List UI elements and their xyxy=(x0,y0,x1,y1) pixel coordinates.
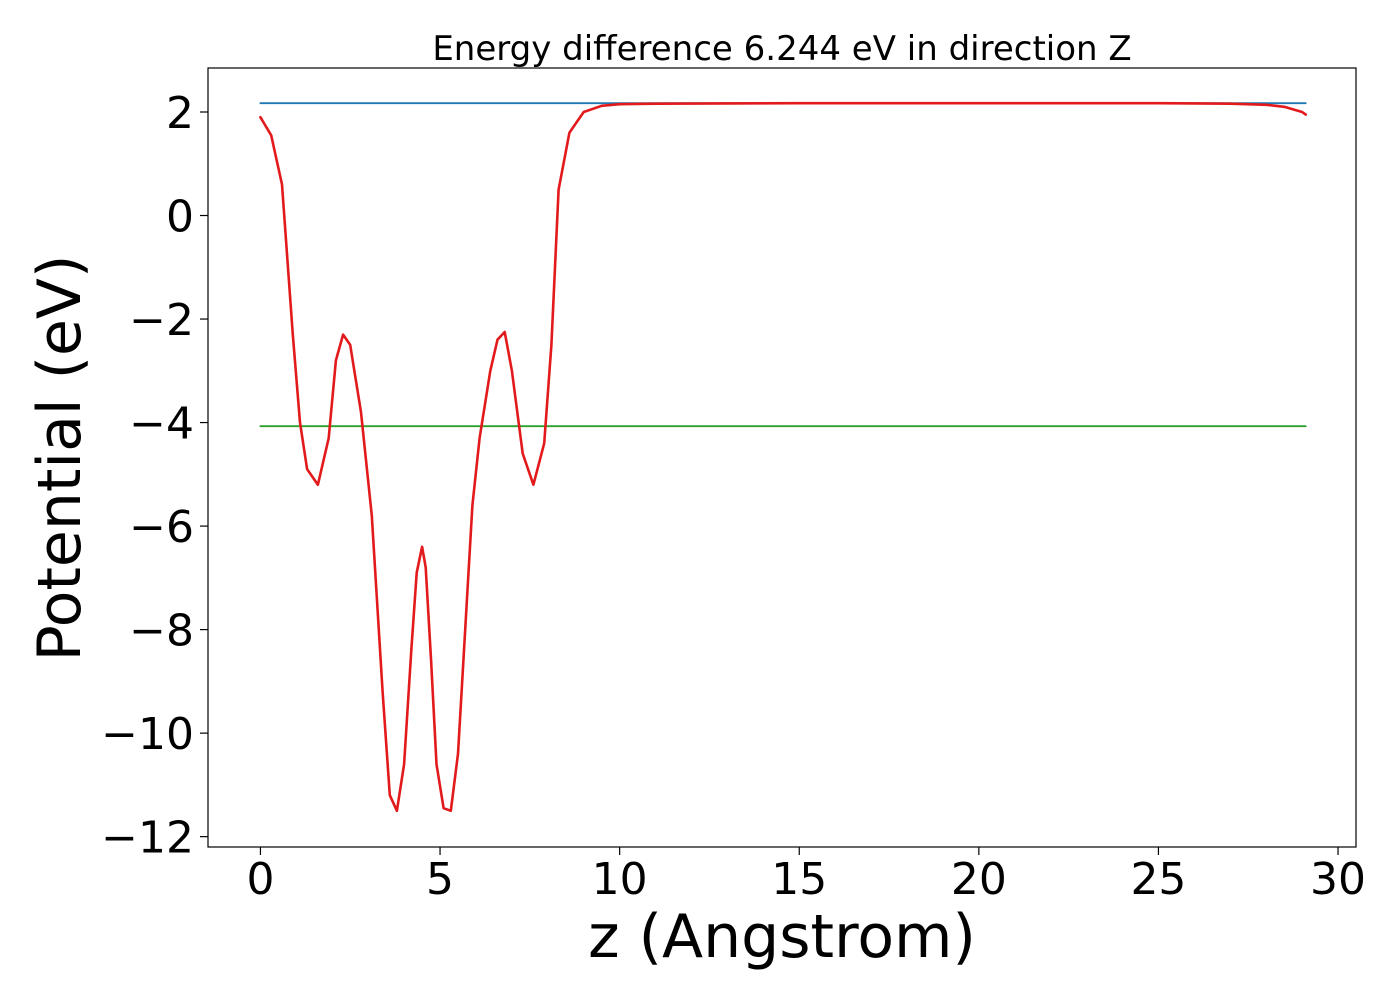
y-tick-label: −12 xyxy=(101,813,194,864)
y-axis: 2 0 −2 −4 −6 −8 −10 −12 xyxy=(101,88,208,864)
x-axis-label: z (Angstrom) xyxy=(588,902,976,972)
y-axis-label: Potential (eV) xyxy=(25,255,95,662)
y-tick-label: −6 xyxy=(129,502,194,553)
x-tick-label: 25 xyxy=(1130,854,1186,905)
y-tick-label: 2 xyxy=(166,88,194,139)
y-tick-label: −8 xyxy=(129,606,194,657)
plot-area xyxy=(207,67,1357,848)
x-tick-label: 0 xyxy=(246,854,274,905)
x-axis: 0 5 10 15 20 25 30 xyxy=(246,847,1366,905)
x-tick-label: 5 xyxy=(426,854,454,905)
y-tick-label: −10 xyxy=(101,709,194,760)
x-tick-label: 15 xyxy=(771,854,827,905)
series-layer xyxy=(259,101,1307,813)
chart-title: Energy difference 6.244 eV in direction … xyxy=(432,29,1131,69)
x-tick-label: 30 xyxy=(1310,854,1366,905)
series-line-3 xyxy=(259,101,1307,813)
x-tick-label: 20 xyxy=(951,854,1007,905)
y-tick-label: 0 xyxy=(166,192,194,243)
x-tick-label: 10 xyxy=(592,854,648,905)
y-tick-label: −4 xyxy=(129,399,194,450)
y-tick-label: −2 xyxy=(129,295,194,346)
plot-frame xyxy=(207,67,1357,848)
